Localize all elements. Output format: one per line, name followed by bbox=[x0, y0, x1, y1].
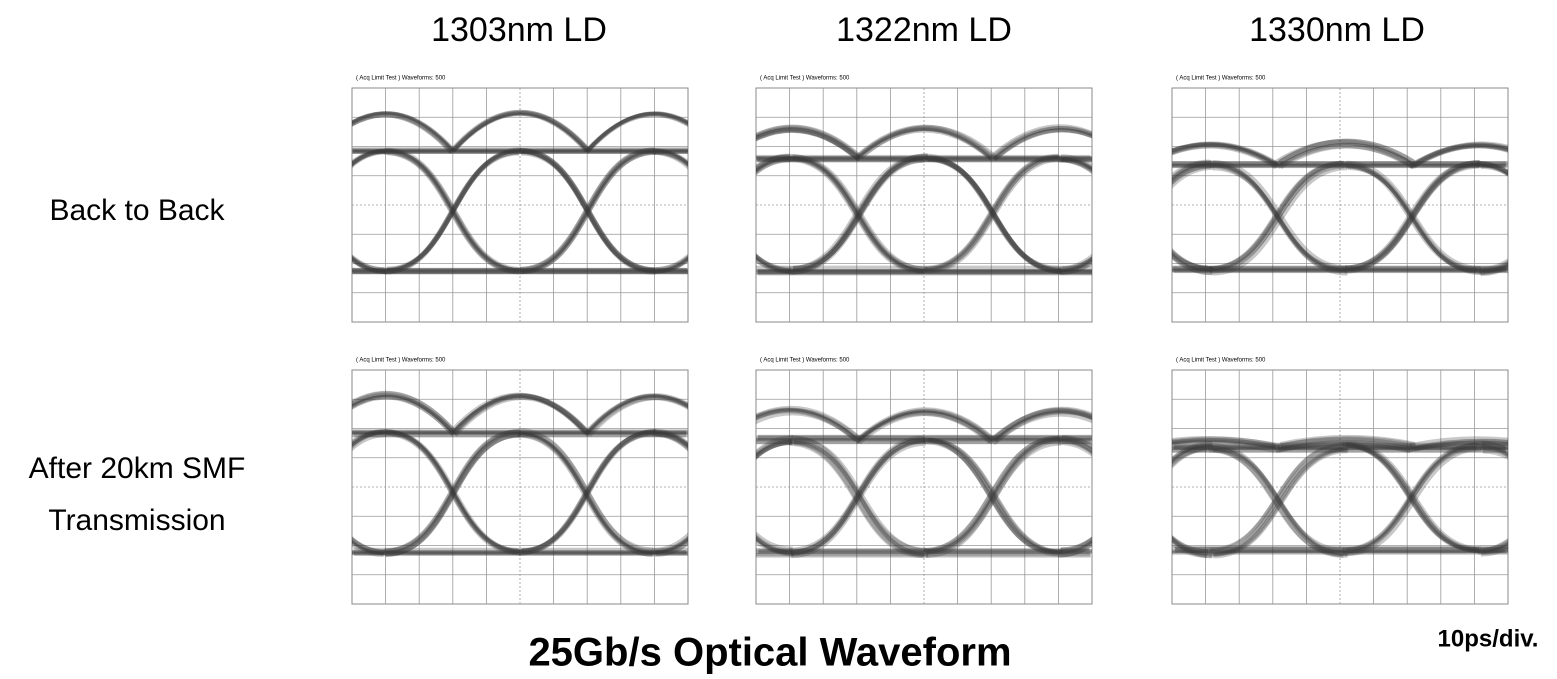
eye-trace bbox=[1550, 443, 1557, 450]
eye-trace bbox=[1544, 438, 1557, 445]
row-label: After 20km SMF bbox=[29, 452, 246, 485]
column-label: 1330nm LD bbox=[1249, 11, 1425, 49]
eye-trace bbox=[1549, 145, 1557, 166]
scale-note: 10ps/div. bbox=[1438, 625, 1539, 652]
eye-trace bbox=[1545, 144, 1557, 165]
page: 25Gb/s Optical Waveform 10ps/div. 1303nm… bbox=[0, 0, 1557, 679]
column-label: 1322nm LD bbox=[836, 11, 1012, 49]
column-label: 1303nm LD bbox=[431, 11, 607, 49]
eye-trace bbox=[1548, 146, 1557, 167]
eye-diagram: ( Acq Limit Test ) Waveforms: 500 bbox=[1073, 358, 1557, 604]
panel-header: ( Acq Limit Test ) Waveforms: 500 bbox=[760, 358, 850, 364]
eye-trace bbox=[1548, 145, 1557, 166]
panel-header: ( Acq Limit Test ) Waveforms: 500 bbox=[760, 76, 850, 82]
eye-trace bbox=[1547, 438, 1557, 445]
figure-title: 25Gb/s Optical Waveform bbox=[528, 631, 1011, 675]
panel-header: ( Acq Limit Test ) Waveforms: 500 bbox=[356, 358, 446, 364]
eye-trace bbox=[1545, 441, 1557, 448]
eye-trace bbox=[1547, 141, 1557, 162]
panel-header: ( Acq Limit Test ) Waveforms: 500 bbox=[1176, 358, 1266, 364]
row-label: Transmission bbox=[48, 504, 225, 537]
eye-trace bbox=[1547, 147, 1557, 168]
panel-header: ( Acq Limit Test ) Waveforms: 500 bbox=[1176, 76, 1266, 82]
row-label: Back to Back bbox=[49, 194, 225, 227]
eye-diagram: ( Acq Limit Test ) Waveforms: 500 bbox=[1073, 76, 1557, 322]
eye-trace bbox=[1545, 438, 1557, 445]
panel-header: ( Acq Limit Test ) Waveforms: 500 bbox=[356, 76, 446, 82]
eye-trace bbox=[1549, 438, 1557, 445]
figure: 25Gb/s Optical Waveform 10ps/div. 1303nm… bbox=[0, 0, 1557, 679]
